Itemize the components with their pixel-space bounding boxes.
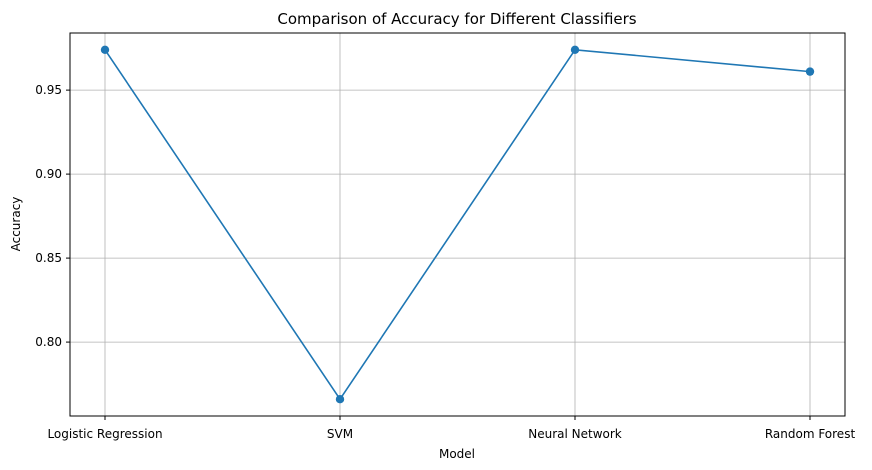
y-axis-label: Accuracy bbox=[9, 197, 23, 252]
y-tick-label: 0.90 bbox=[35, 167, 62, 181]
x-tick-label: Logistic Regression bbox=[47, 427, 162, 441]
y-tick-label: 0.85 bbox=[35, 251, 62, 265]
y-tick-label: 0.95 bbox=[35, 83, 62, 97]
data-point bbox=[570, 45, 580, 54]
x-tick-label: SVM bbox=[327, 427, 353, 441]
y-tick-label: 0.80 bbox=[35, 335, 62, 349]
grid-lines bbox=[70, 33, 845, 416]
x-tick-label: Neural Network bbox=[528, 427, 622, 441]
series-line bbox=[104, 48, 811, 401]
data-point bbox=[335, 395, 345, 404]
axis-ticks: Logistic Regression SVM Neural Network Rand… bbox=[35, 83, 855, 441]
data-point bbox=[805, 67, 815, 76]
chart-title: Comparison of Accuracy for Different Cla… bbox=[277, 10, 636, 28]
data-point bbox=[100, 45, 110, 54]
plot-frame bbox=[69, 32, 846, 417]
x-axis-label: Model bbox=[439, 447, 475, 461]
x-tick-label: Random Forest bbox=[765, 427, 856, 441]
series-accuracy bbox=[100, 45, 815, 404]
